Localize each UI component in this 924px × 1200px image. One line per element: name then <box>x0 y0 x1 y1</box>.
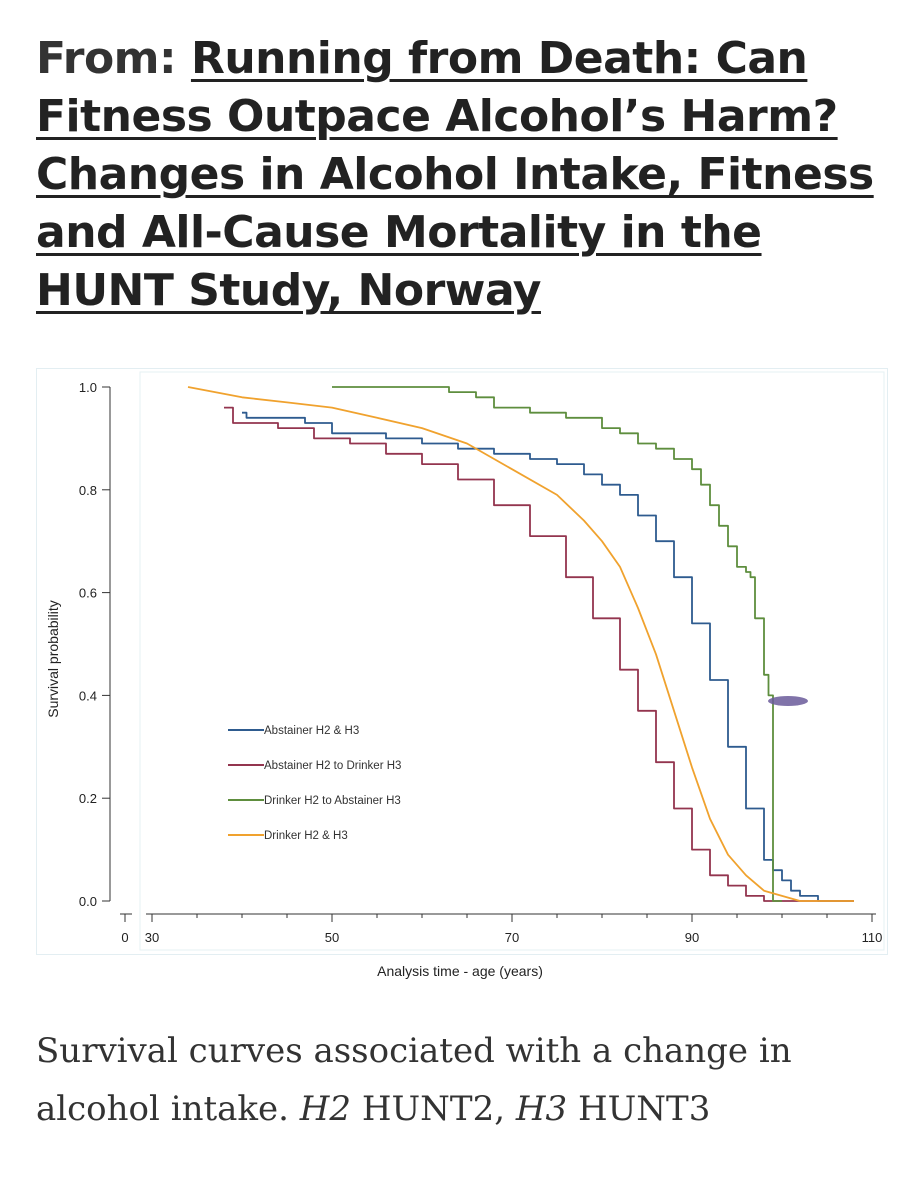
x-tick-label: 30 <box>145 930 159 945</box>
legend-label: Drinker H2 to Abstainer H3 <box>264 795 401 807</box>
x-tick-label: 90 <box>685 930 699 945</box>
caption-abbrev-h2-meaning: HUNT2, <box>361 1089 506 1129</box>
legend-label: Abstainer H2 & H3 <box>264 725 359 737</box>
y-tick-label: 1.0 <box>79 380 97 395</box>
series-line-2 <box>224 406 854 902</box>
chart-axes: 0.0 0.2 0.4 0.6 0.8 1.0 0 30 50 70 90 110 <box>79 380 882 945</box>
x-tick-label: 70 <box>505 930 519 945</box>
series-line-1 <box>242 411 854 902</box>
x-axis-label: Analysis time - age (years) <box>377 963 543 979</box>
legend-label: Abstainer H2 to Drinker H3 <box>264 760 401 772</box>
x-tick-label: 110 <box>862 930 883 945</box>
marker-scribble <box>768 696 808 706</box>
figure-caption: Survival curves associated with a change… <box>36 1022 896 1138</box>
chart-series <box>187 386 854 902</box>
legend-label: Drinker H2 & H3 <box>264 830 348 842</box>
y-tick-label: 0.0 <box>79 894 97 909</box>
chart-legend: Abstainer H2 & H3 Abstainer H2 to Drinker… <box>228 725 401 842</box>
caption-text: Survival curves associated with a change… <box>36 1031 792 1129</box>
y-tick-label: 0.2 <box>79 791 97 806</box>
series-line-4 <box>187 386 854 902</box>
y-axis-label: Survival probability <box>45 600 61 718</box>
y-tick-label: 0.8 <box>79 483 97 498</box>
caption-abbrev-h3: H3 <box>515 1089 568 1129</box>
series-line-3 <box>332 386 782 902</box>
survival-chart: 0.0 0.2 0.4 0.6 0.8 1.0 0 30 50 70 90 110 Abstainer… <box>36 368 888 979</box>
article-heading: From: Running from Death: Can Fitness Ou… <box>36 30 896 320</box>
caption-abbrev-h3-meaning: HUNT3 <box>577 1089 711 1129</box>
caption-abbrev-h2: H2 <box>299 1089 352 1129</box>
heading-prefix: From: <box>36 33 191 84</box>
survival-chart-figure: 0.0 0.2 0.4 0.6 0.8 1.0 0 30 50 70 90 110 Abstainer… <box>36 368 888 988</box>
article-title-link[interactable]: Running from Death: Can Fitness Outpace … <box>36 33 874 316</box>
x-tick-label: 0 <box>121 930 128 945</box>
y-tick-label: 0.6 <box>79 586 97 601</box>
x-tick-label: 50 <box>325 930 339 945</box>
y-tick-label: 0.4 <box>79 688 97 703</box>
